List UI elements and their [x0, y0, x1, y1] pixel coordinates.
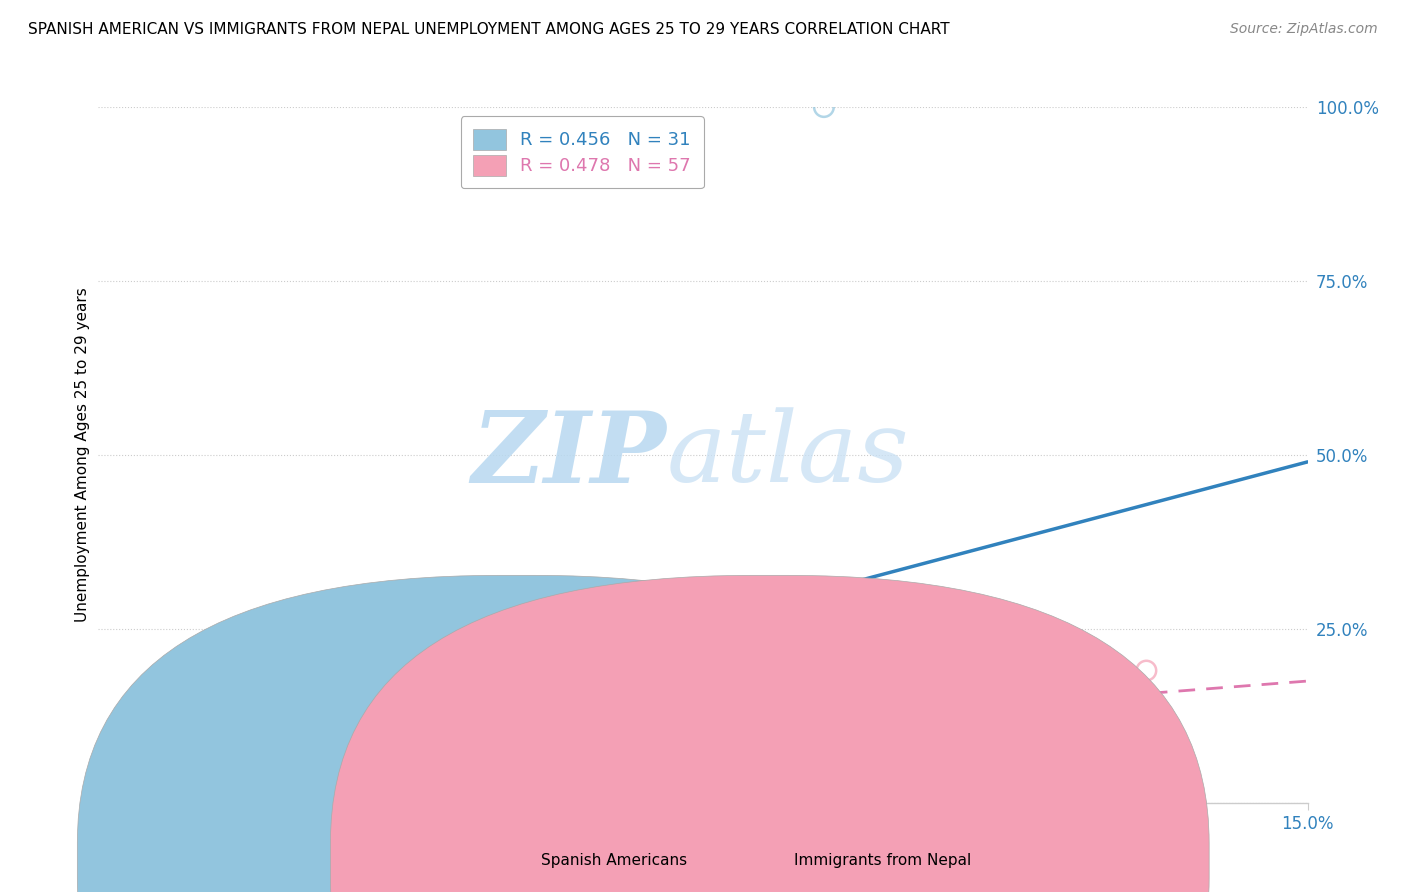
- Point: [217, 733, 239, 747]
- Point: [281, 622, 304, 636]
- Point: [344, 671, 367, 685]
- Point: [111, 754, 134, 768]
- Point: [394, 664, 416, 678]
- Y-axis label: Unemployment Among Ages 25 to 29 years: Unemployment Among Ages 25 to 29 years: [75, 287, 90, 623]
- Point: [167, 747, 190, 761]
- Point: [160, 719, 183, 733]
- Point: [135, 740, 157, 755]
- Point: [370, 698, 392, 713]
- Point: [152, 733, 174, 747]
- Point: [224, 664, 246, 678]
- Point: [135, 754, 157, 768]
- Point: [200, 712, 222, 726]
- Point: [217, 657, 239, 671]
- Point: [128, 726, 150, 740]
- Point: [128, 747, 150, 761]
- Point: [450, 622, 472, 636]
- Point: [184, 698, 207, 713]
- Point: [530, 677, 553, 691]
- Point: [651, 768, 673, 782]
- Point: [893, 691, 915, 706]
- Point: [111, 754, 134, 768]
- Point: [491, 657, 513, 671]
- Text: atlas: atlas: [666, 408, 910, 502]
- Point: [240, 671, 263, 685]
- Point: [249, 698, 271, 713]
- Point: [200, 684, 222, 698]
- Legend: R = 0.456   N = 31, R = 0.478   N = 57: R = 0.456 N = 31, R = 0.478 N = 57: [461, 116, 703, 188]
- Point: [143, 712, 166, 726]
- Point: [1054, 677, 1077, 691]
- Point: [167, 691, 190, 706]
- Point: [256, 706, 278, 720]
- Point: [264, 691, 287, 706]
- Point: [160, 726, 183, 740]
- Point: [329, 712, 352, 726]
- Point: [184, 726, 207, 740]
- Point: [176, 706, 198, 720]
- Point: [232, 691, 254, 706]
- Point: [571, 768, 593, 782]
- Point: [103, 768, 125, 782]
- Text: Spanish Americans: Spanish Americans: [541, 854, 688, 868]
- Point: [128, 768, 150, 782]
- Point: [305, 642, 328, 657]
- Point: [152, 754, 174, 768]
- Point: [249, 642, 271, 657]
- Point: [96, 775, 118, 789]
- Point: [240, 726, 263, 740]
- Point: [314, 684, 336, 698]
- Point: [87, 768, 110, 782]
- Point: [143, 761, 166, 775]
- Point: [232, 712, 254, 726]
- Point: [103, 781, 125, 796]
- Point: [135, 747, 157, 761]
- Point: [96, 789, 118, 803]
- Point: [450, 691, 472, 706]
- Point: [103, 761, 125, 775]
- Point: [176, 719, 198, 733]
- Point: [120, 740, 142, 755]
- Point: [612, 684, 634, 698]
- Point: [733, 671, 755, 685]
- Point: [692, 671, 714, 685]
- Point: [152, 733, 174, 747]
- Text: SPANISH AMERICAN VS IMMIGRANTS FROM NEPAL UNEMPLOYMENT AMONG AGES 25 TO 29 YEARS: SPANISH AMERICAN VS IMMIGRANTS FROM NEPA…: [28, 22, 949, 37]
- Point: [224, 706, 246, 720]
- Point: [297, 698, 319, 713]
- Point: [409, 636, 432, 650]
- Point: [813, 100, 835, 114]
- Point: [974, 664, 997, 678]
- Point: [87, 761, 110, 775]
- Point: [160, 740, 183, 755]
- Point: [87, 781, 110, 796]
- Point: [193, 740, 215, 755]
- Point: [208, 677, 231, 691]
- Text: Source: ZipAtlas.com: Source: ZipAtlas.com: [1230, 22, 1378, 37]
- Point: [193, 671, 215, 685]
- Point: [733, 677, 755, 691]
- Point: [120, 775, 142, 789]
- Point: [409, 642, 432, 657]
- Point: [772, 664, 794, 678]
- Point: [167, 733, 190, 747]
- Point: [264, 657, 287, 671]
- Point: [281, 649, 304, 664]
- Point: [143, 747, 166, 761]
- Point: [571, 649, 593, 664]
- Point: [120, 761, 142, 775]
- Point: [370, 629, 392, 643]
- Point: [1135, 664, 1157, 678]
- Point: [111, 768, 134, 782]
- Point: [813, 691, 835, 706]
- Point: [329, 636, 352, 650]
- Text: ZIP: ZIP: [472, 407, 666, 503]
- Point: [208, 719, 231, 733]
- Point: [96, 775, 118, 789]
- Point: [491, 615, 513, 629]
- Text: Immigrants from Nepal: Immigrants from Nepal: [794, 854, 972, 868]
